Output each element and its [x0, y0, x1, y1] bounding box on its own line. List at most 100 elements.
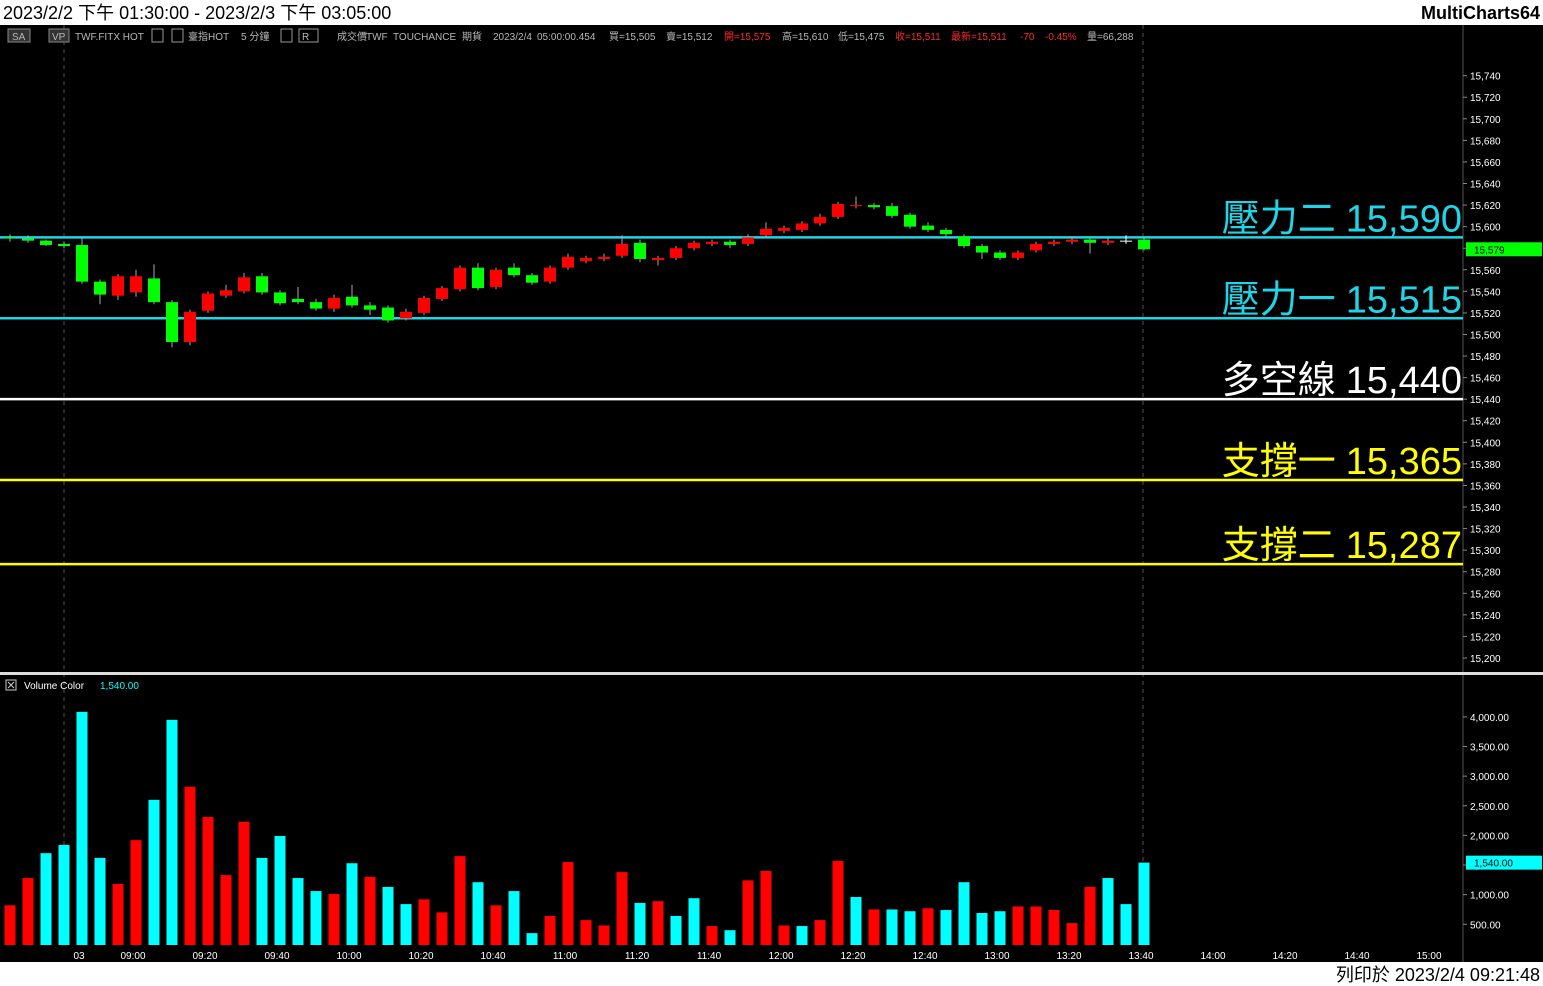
dropdown[interactable]: [280, 28, 293, 43]
title-bar: [0, 0, 1543, 25]
y-tick-label: 15,520: [1470, 309, 1501, 320]
volume-bar: [1030, 906, 1042, 945]
volume-bar: [850, 897, 862, 945]
x-tick-label: 11:00: [553, 951, 578, 962]
legend-checkbox[interactable]: [5, 679, 17, 691]
candle-body: [886, 206, 898, 216]
x-tick-label: 14:00: [1200, 951, 1225, 962]
x-tick-label: 10:20: [408, 951, 433, 962]
footer: 列印於 2023/2/4 09:21:48: [1336, 965, 1540, 985]
info-item: SA: [12, 32, 26, 43]
x-tick-label: 09:20: [192, 951, 217, 962]
candle-body: [94, 281, 106, 295]
y-tick-label: 15,240: [1470, 611, 1501, 622]
y-tick-label: 3,500.00: [1470, 743, 1509, 754]
y-tick-label: 15,700: [1470, 115, 1501, 126]
x-tick-label: 12:40: [912, 951, 937, 962]
volume-bar: [490, 905, 502, 945]
volume-bar: [994, 911, 1006, 945]
x-tick-label: 03: [73, 951, 85, 962]
y-tick-label: 15,360: [1470, 481, 1501, 492]
info-item: 買=15,505: [609, 31, 656, 43]
volume-bar: [94, 857, 106, 945]
y-tick-label: 15,680: [1470, 136, 1501, 147]
x-tick-label: 14:20: [1272, 951, 1297, 962]
dropdown[interactable]: [151, 28, 164, 43]
volume-bar: [400, 904, 412, 945]
info-item: TOUCHANCE: [393, 32, 456, 43]
volume-bar: [346, 863, 358, 945]
y-tick-label: 4,000.00: [1470, 713, 1509, 724]
candle-body: [310, 302, 322, 309]
button[interactable]: [48, 28, 70, 43]
candle-body: [1030, 243, 1042, 251]
x-tick-label: 11:40: [697, 951, 722, 962]
volume-bar: [418, 899, 430, 945]
y-tick-label: 15,380: [1470, 460, 1501, 471]
level-name: 壓力二: [1222, 198, 1336, 240]
dropdown[interactable]: [171, 28, 184, 43]
y-tick-label: 15,600: [1470, 223, 1501, 234]
candle-body: [1120, 240, 1132, 242]
volume-bar: [832, 860, 844, 945]
x-tick-label: 10:40: [480, 951, 505, 962]
x-tick-label: 12:20: [840, 951, 865, 962]
y-tick-label: 15,740: [1470, 72, 1501, 83]
x-tick-label: 13:40: [1128, 951, 1153, 962]
volume-bar: [1138, 862, 1150, 945]
volume-bar: [652, 901, 664, 945]
dropdown[interactable]: [298, 28, 319, 43]
volume-bar: [472, 882, 484, 945]
candle-body: [112, 276, 124, 296]
legend-value: 1,540.00: [100, 681, 139, 692]
x-tick-label: 11:20: [625, 951, 650, 962]
y-tick-label: 15,500: [1470, 330, 1501, 341]
level-value: 15,590: [1346, 198, 1462, 240]
volume-bar: [724, 930, 736, 945]
y-tick-label: 15,220: [1470, 632, 1501, 643]
legend-check: [7, 681, 15, 689]
y-tick-label: 15,560: [1470, 266, 1501, 277]
y-tick-label: 15,280: [1470, 568, 1501, 579]
level-label: 支撐二 15,287: [1222, 525, 1462, 567]
volume-bar: [364, 876, 376, 945]
volume-bar: [886, 909, 898, 945]
legend-label: Volume Color: [24, 681, 85, 692]
volume-bar: [1012, 906, 1024, 945]
volume-bar: [940, 910, 952, 945]
y-tick-label: 15,400: [1470, 438, 1501, 449]
candle-body: [778, 227, 790, 231]
candle-body: [418, 297, 430, 313]
candle-body: [1084, 239, 1096, 243]
y-tick-label: 15,480: [1470, 352, 1501, 363]
candle-body: [1138, 239, 1150, 250]
info-item: 成交價: [337, 30, 367, 43]
y-tick-label: 3,000.00: [1470, 772, 1509, 783]
candle-body: [634, 242, 646, 259]
volume-bar: [454, 856, 466, 945]
candle-body: [1102, 240, 1114, 243]
info-bar: SA VP TWF.FITX HOT 臺指HOT 5 分鐘 R 成交價 TWF …: [7, 28, 1134, 43]
info-item: 05:00:00.454: [537, 32, 596, 43]
volume-bar: [382, 886, 394, 945]
volume-bar: [436, 912, 448, 945]
level-name: 支撐一: [1222, 441, 1336, 483]
volume-bar: [904, 911, 916, 945]
x-tick-label: 09:40: [264, 951, 289, 962]
candle-body: [688, 242, 700, 249]
candle-body: [670, 248, 682, 258]
volume-bar: [1120, 904, 1132, 945]
candle-body: [976, 246, 988, 253]
level-name: 支撐二: [1222, 525, 1336, 567]
candle-body: [22, 238, 34, 241]
candle-body: [850, 205, 862, 207]
candle-body: [238, 277, 250, 292]
x-tick-label: 14:40: [1344, 951, 1369, 962]
info-item: TWF.FITX HOT: [75, 32, 144, 43]
volume-bar: [1048, 910, 1060, 945]
button[interactable]: [7, 28, 31, 43]
candle-body: [184, 311, 196, 343]
info-item: 2023/2/4: [493, 32, 532, 43]
y-tick-label: 15,300: [1470, 546, 1501, 557]
volume-bar: [958, 882, 970, 945]
